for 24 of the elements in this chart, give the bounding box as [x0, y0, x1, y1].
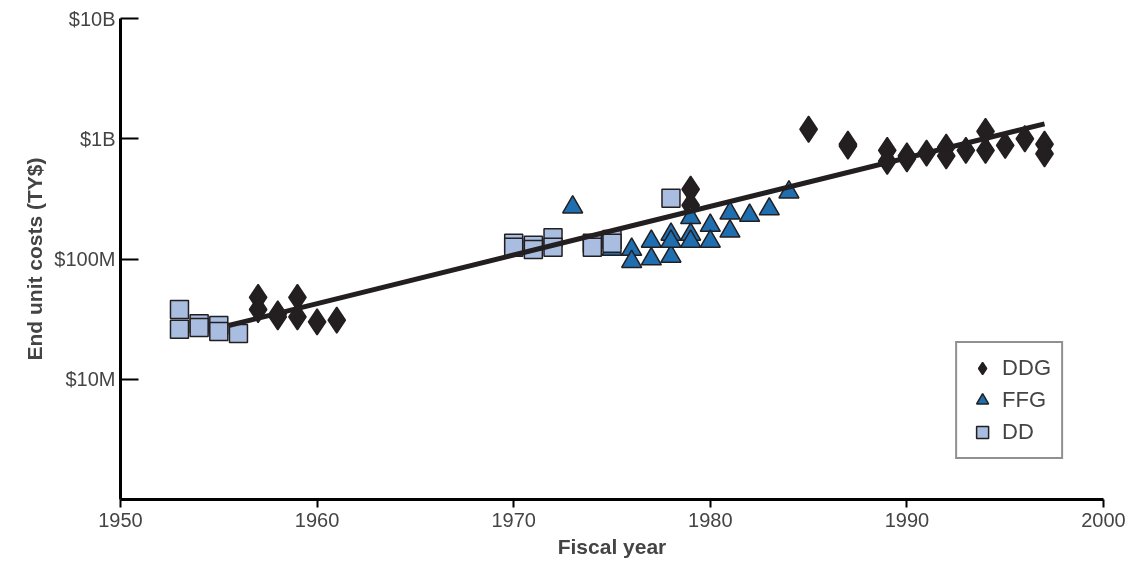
x-tick-label: 1960	[294, 508, 340, 531]
x-tick-label: 1990	[884, 508, 930, 531]
y-tick-label: $10B	[68, 7, 116, 30]
legend-label: FFG	[1002, 387, 1047, 413]
point	[799, 115, 819, 143]
x-tick-label: 2000	[1081, 508, 1126, 531]
y-tick-label: $10M	[65, 368, 116, 391]
point	[582, 237, 603, 258]
x-tick-label: 1950	[98, 508, 143, 531]
y-tick-label: $100M	[54, 248, 116, 270]
y-tick-label: $1B	[79, 127, 116, 150]
point	[661, 188, 681, 209]
point	[169, 299, 190, 320]
point	[1015, 125, 1035, 153]
legend-label: DD	[1002, 419, 1034, 445]
x-axis-title: Fiscal year	[557, 534, 667, 558]
point	[307, 308, 327, 336]
y-axis-title: End unit costs (TY$)	[23, 157, 47, 361]
legend-label: DDG	[1002, 355, 1051, 381]
x-tick-label: 1980	[688, 508, 733, 531]
x-tick-label: 1970	[491, 508, 536, 531]
point	[169, 319, 190, 340]
point	[327, 306, 347, 334]
point	[209, 321, 229, 342]
